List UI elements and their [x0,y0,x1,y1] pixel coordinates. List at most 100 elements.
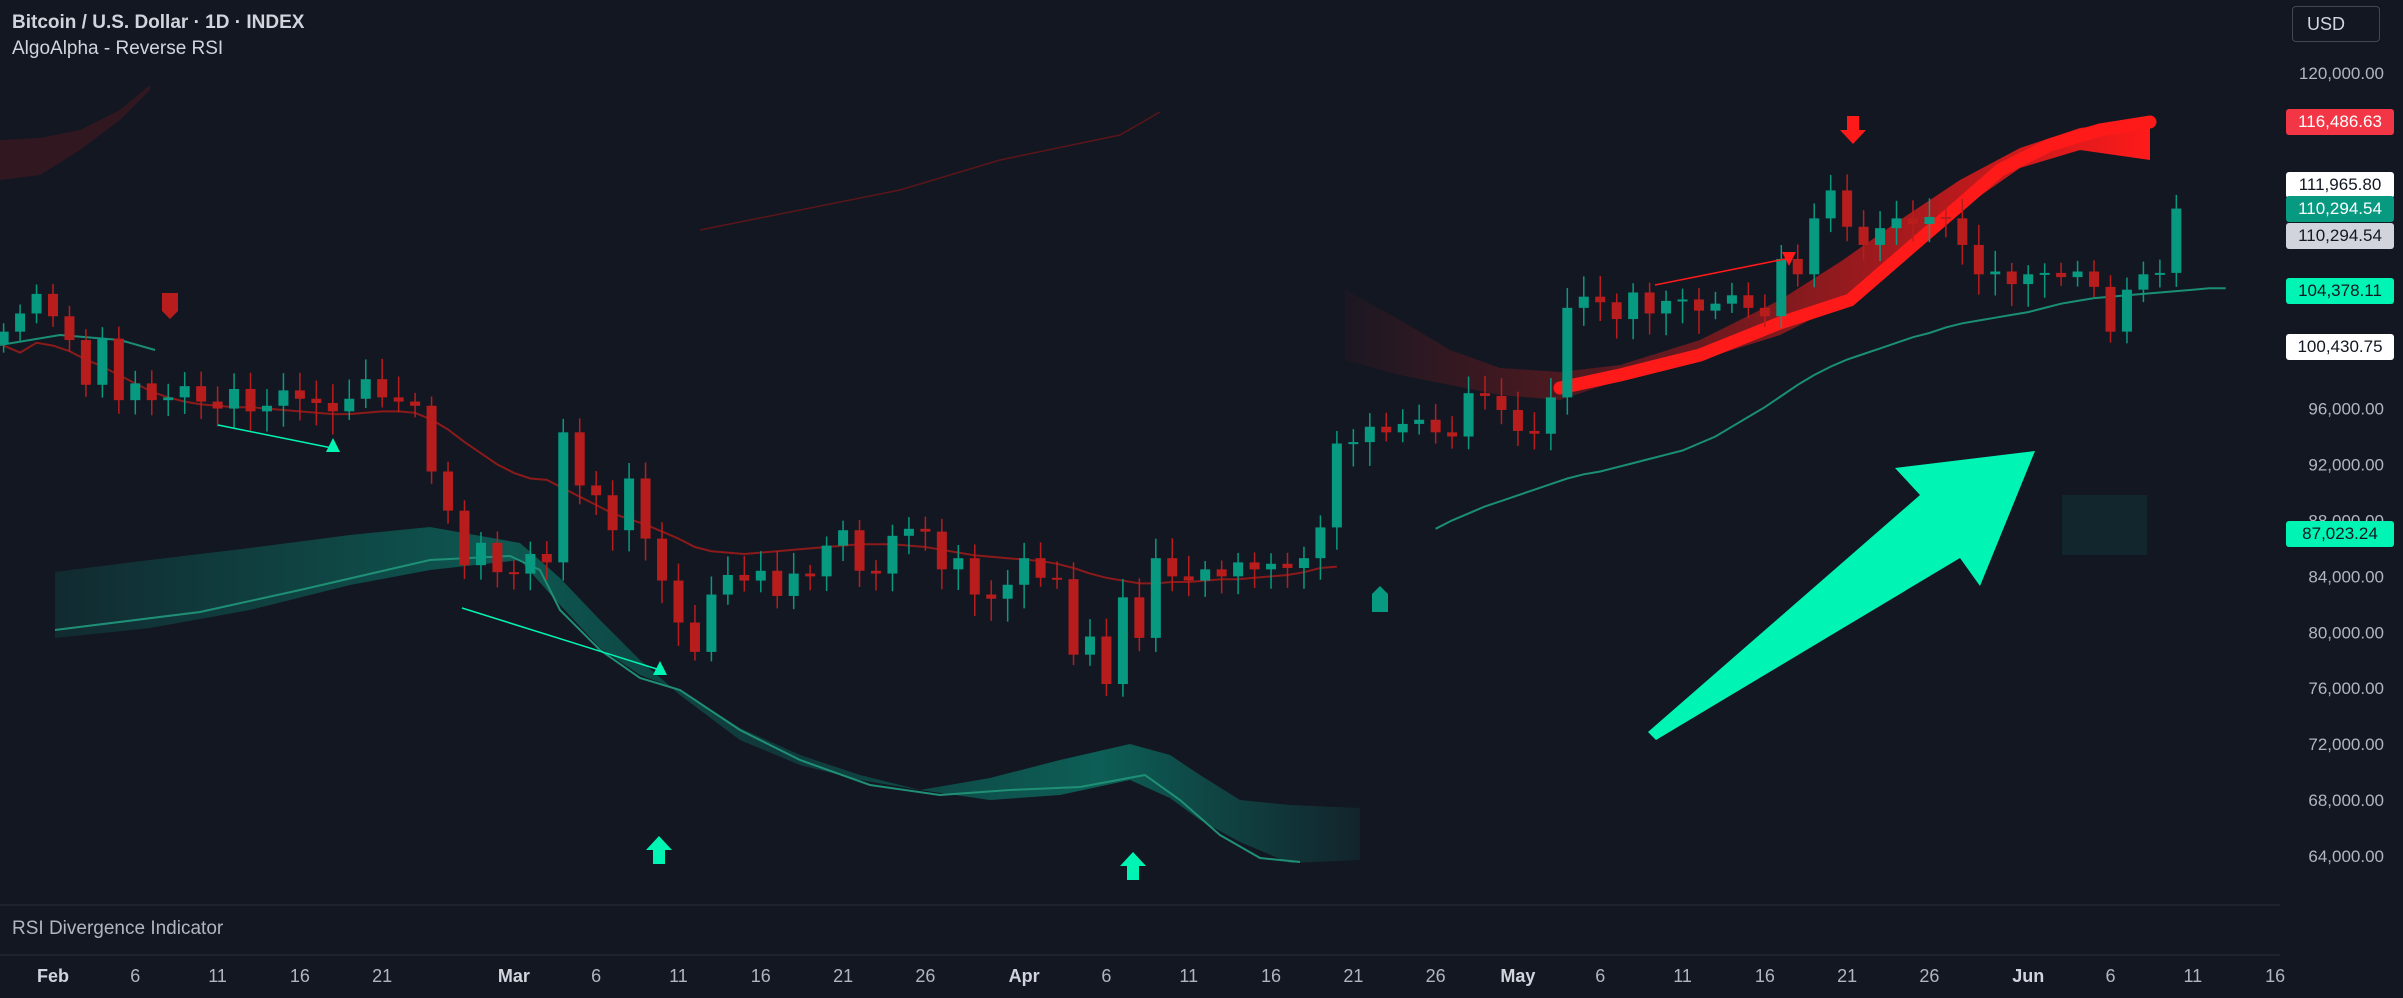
candle-body [1726,295,1737,304]
candle-body [788,573,799,596]
x-tick-label: Apr [1009,966,1040,986]
candle-body [1002,584,1013,599]
x-tick-label: 16 [2265,966,2285,986]
candle-body [1578,296,1589,308]
candle-body [953,558,964,570]
candle-body [1216,569,1227,577]
candle-body [1875,228,1886,245]
candle-body [2138,274,2149,290]
x-tick-label: Feb [37,966,69,986]
y-tick-label: 120,000.00 [2299,64,2384,83]
candle-body [1052,577,1063,580]
candle-body [887,535,898,574]
candle-body [278,390,289,406]
candle-body [1545,397,1556,434]
candle-body [1710,303,1721,311]
candle-body [1842,190,1853,227]
candle-body [311,398,322,403]
x-tick-label: 11 [2183,966,2202,986]
bullish-divergence-marker [326,438,340,452]
candle-body [1480,393,1491,396]
indicator-label[interactable]: AlgoAlpha - Reverse RSI [12,38,224,59]
y-tick-label: 68,000.00 [2308,791,2384,810]
rsi-resistance-line [3,341,1337,585]
candle-body [1512,409,1523,431]
candle-body [1611,302,1622,320]
x-tick-label: 6 [2105,966,2115,986]
candle-body [1677,299,1688,302]
x-tick-label: 6 [130,966,140,986]
candle-body [1957,218,1968,245]
candle-body [360,379,371,399]
candle-body [591,485,602,496]
candle-body [2056,272,2067,278]
candle-body [1990,271,2001,275]
candle-body [805,573,816,577]
currency-button[interactable]: USD [2292,6,2380,42]
candle-body [1661,300,1672,314]
candle-body [2039,272,2050,275]
candle-body [1019,558,1030,585]
candle-body [196,386,207,402]
candle-body [1200,569,1211,581]
rsi-support-line-early [0,333,156,351]
candle-body [2006,271,2017,285]
y-tick-label: 80,000.00 [2308,623,2384,642]
candle-body [1035,558,1046,578]
symbol-title[interactable]: Bitcoin / U.S. Dollar · 1D · INDEX [12,12,305,33]
candle-body [1973,244,1984,275]
candle-body [294,390,305,399]
divergence-line [217,424,333,449]
candle-body [1924,216,1935,224]
candle-body [492,542,503,573]
bearish-divergence-marker [1782,252,1796,266]
x-tick-label: 21 [372,966,392,986]
candle-body [854,530,865,571]
divergence-line [1654,257,1791,286]
buy-signal-arrow [1120,852,1146,880]
candle-body [558,432,569,563]
x-tick-label: May [1500,966,1535,986]
annotation-arrow [1648,451,2035,740]
candle-body [1463,393,1474,437]
candle-body [1084,636,1095,655]
bullish-tag-marker [1372,586,1388,612]
candle-body [1364,426,1375,443]
candle-body [2121,289,2132,332]
candle-body [1430,419,1441,433]
x-tick-label: Jun [2012,966,2044,986]
candle-body [969,558,980,595]
bearish-band-early [0,85,150,180]
candle-body [1759,307,1770,317]
candle-body [1298,558,1309,568]
candle-body [48,293,58,317]
candle-body [1282,563,1293,568]
sell-signal-arrow [1840,116,1866,144]
y-tick-label: 64,000.00 [2308,847,2384,866]
candle-body [903,528,914,536]
faded-zone [2062,495,2147,555]
x-tick-label: 26 [1919,966,1939,986]
candle-body [229,388,240,409]
candle-body [1101,636,1112,685]
candle-body [1529,430,1540,434]
candle-body [2154,272,2165,275]
bullish-band-line [54,554,1301,863]
candle-body [1743,295,1754,308]
price-tag: 116,486.63 [2286,109,2394,136]
candle-body [1150,558,1161,638]
candle-body [113,338,124,401]
candle-body [755,570,766,581]
x-tick-label: 11 [208,966,227,986]
x-tick-label: 11 [1179,966,1198,986]
candle-body [1447,432,1458,437]
candle-body [1496,395,1507,410]
candle-body [2089,271,2100,287]
candle-body [1628,292,1639,320]
candle-body [1858,226,1869,245]
x-tick-label: Mar [498,966,530,986]
candle-body [722,574,733,595]
candle-body [261,405,272,412]
candle-body [1940,216,1951,219]
